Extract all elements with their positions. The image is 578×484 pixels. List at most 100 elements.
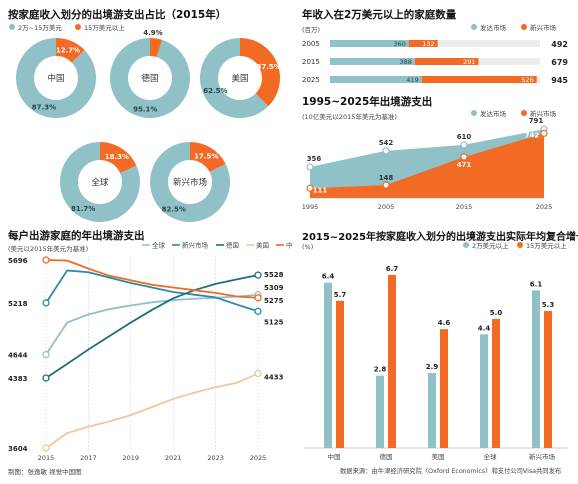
cagr-bar-chart: 6.4 5.7 中国 2.8 6.7 德国 2.9 4.6 美国 4.4 5.0 全球 6.1 5.3 新兴… (304, 265, 568, 461)
area-emg-point (460, 153, 468, 161)
hbar-dev-label: 419 (406, 76, 418, 84)
cagr-category-label: 中国 (328, 452, 341, 461)
line-start-point (42, 299, 50, 307)
legend-swatch-emg (521, 110, 527, 116)
cagr-label-b: 5.0 (490, 309, 503, 317)
legend-label-dev: 发达市场 (480, 23, 507, 32)
line-x-tick: 2023 (207, 454, 224, 462)
cagr-label-a: 6.1 (530, 280, 543, 288)
line-end-point (254, 307, 262, 315)
area-dev-label: 610 (457, 133, 472, 141)
hbar-dev-label: 360 (393, 40, 405, 48)
line-end-label: 5275 (264, 297, 284, 305)
line-start-label: 4644 (8, 352, 28, 360)
cagr-label-a: 6.4 (322, 273, 335, 281)
line-end-point (254, 294, 262, 302)
cagr-bar-b (544, 311, 552, 448)
cagr-bar-b (492, 318, 500, 448)
per-trip-line-chart: 2015 2017 2019 2021 2023 2025 4644 5218 4383 3604… (8, 256, 284, 462)
legend-label-b: 15万美元以上 (526, 241, 567, 250)
line-start-label: 5218 (8, 300, 28, 308)
line-series-0 (45, 293, 259, 356)
donut-category-label: 中国 (47, 73, 64, 84)
cagr-category-label: 德国 (380, 452, 393, 461)
line-end-label: 5528 (264, 271, 284, 279)
hbar-dev (330, 58, 415, 65)
donut-value-low: 62.5% (203, 87, 227, 95)
legend-label-emg: 新兴市场 (530, 23, 557, 32)
households-title: 年收入在2万美元以上的家庭数量 (302, 9, 457, 21)
donut-value-low: 87.3% (32, 104, 56, 112)
donut-slice-low-2 (200, 38, 269, 118)
legend-line-label: 全球 (152, 241, 166, 250)
cagr-label-b: 5.7 (334, 291, 347, 299)
line-end-label: 5125 (264, 318, 284, 326)
source-text: 数据来源：由牛津经济研究院（Oxford Economics）和支付公司Visa… (340, 468, 562, 475)
area-x-tick: 1995 (302, 203, 319, 211)
legend-label-a: 2万美元以上 (472, 241, 509, 250)
donut-value-low: 82.5% (162, 205, 186, 213)
per-trip-title: 每户出游家庭的年出境游支出 (8, 230, 145, 242)
cagr-category-label: 新兴市场 (529, 452, 556, 461)
legend-swatch-high (75, 24, 81, 30)
cagr-unit: (%) (302, 243, 314, 251)
area-dev-point (382, 147, 390, 155)
legend-swatch-dev (471, 24, 477, 30)
line-series-4 (45, 259, 259, 299)
line-end-label: 4433 (264, 374, 284, 382)
donut-slice-high-4 (190, 142, 226, 173)
cagr-bar-a (376, 375, 384, 448)
per-trip-legend: 全球 新兴市场 德国 美国 中国 (142, 241, 292, 250)
legend-line-label: 美国 (256, 241, 269, 250)
line-x-tick: 2015 (38, 454, 55, 462)
hbar-category-label: 2015 (302, 58, 320, 66)
legend-label-emg: 新兴市场 (530, 109, 557, 118)
donut-value-low: 95.1% (133, 106, 157, 114)
hbar-category-label: 2025 (302, 76, 320, 84)
donut-category-label: 新兴市场 (173, 177, 207, 188)
hbar-total-label: 945 (551, 76, 568, 85)
hbar-emg-label: 526 (521, 76, 533, 84)
line-series-1 (45, 269, 259, 313)
hbar-dev (330, 40, 409, 47)
hbar-dev-label: 388 (399, 58, 411, 66)
hbar-emg (414, 58, 479, 65)
cagr-bar-a (324, 282, 332, 448)
line-start-label: 4383 (8, 375, 28, 383)
households-legend: 发达市场 新兴市场 (471, 23, 557, 32)
households-bar-chart: 2005 360 132 492 2015 388 291 679 2025 419 526 945 (302, 40, 568, 85)
hbar-emg (421, 76, 537, 83)
spending-area-unit: (10亿美元以2015年美元为基准) (302, 113, 397, 121)
legend-label-high: 15万美元以上 (84, 23, 125, 32)
cagr-label-b: 6.7 (386, 265, 399, 273)
area-dev-label: 356 (307, 155, 322, 163)
hbar-emg-label: 291 (463, 58, 475, 66)
line-start-point (42, 444, 50, 452)
legend-swatch-a (463, 242, 469, 248)
legend-line-label: 德国 (226, 241, 239, 250)
spending-area-chart: 356 542 610 791 111 148 471 742 1995 2005 2015 2025 (302, 118, 553, 211)
donut-slice-low-0 (16, 38, 97, 118)
donut-slice-low-3 (60, 142, 140, 222)
line-start-point (42, 374, 50, 382)
per-trip-unit: (美元以2015年美元为基准) (8, 245, 89, 253)
cagr-label-b: 4.6 (438, 319, 451, 327)
legend-label-dev: 发达市场 (480, 109, 507, 118)
donut-slice-high-0 (56, 38, 85, 63)
cagr-category-label: 全球 (484, 452, 498, 461)
credit-text: 制图：张逸敏 视觉中国图 (8, 468, 82, 476)
line-start-label: 5696 (8, 257, 28, 265)
donut-value-high: 12.7% (56, 46, 80, 54)
cagr-bar-a (532, 290, 540, 448)
cagr-category-label: 美国 (432, 452, 445, 461)
legend-label-low: 2万~15万美元 (18, 23, 62, 32)
donut-value-high: 17.5% (194, 153, 218, 161)
line-series-2 (45, 274, 259, 379)
line-end-point (254, 369, 262, 378)
donut-value-low: 81.7% (71, 205, 95, 213)
donut-value-high: 18.3% (105, 153, 129, 161)
cagr-legend: 2万美元以上 15万美元以上 (463, 241, 567, 250)
legend-swatch-low (9, 24, 15, 30)
cagr-label-a: 2.8 (374, 366, 387, 374)
area-emg-label: 742 (525, 131, 540, 139)
